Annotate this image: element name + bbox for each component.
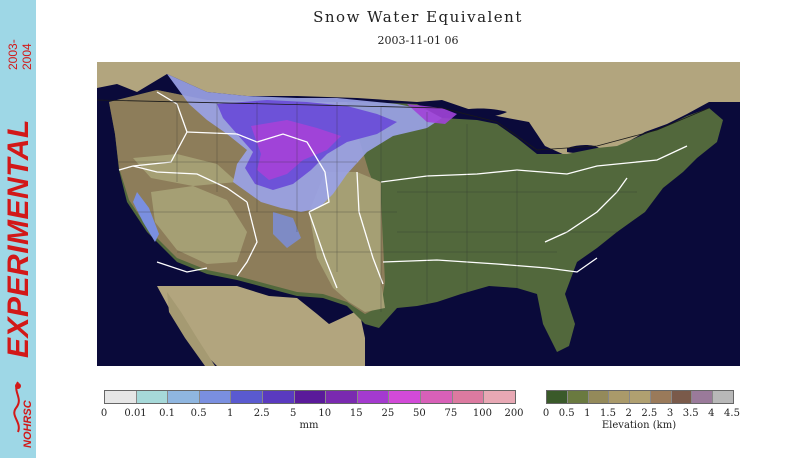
swe-legend-tick-label: 50: [413, 408, 426, 419]
elevation-legend-swatch: [567, 391, 589, 403]
swe-legend-swatch: [421, 391, 453, 403]
swe-legend-swatch: [199, 391, 232, 403]
elevation-legend-swatch: [650, 391, 672, 403]
swe-legend-swatch: [389, 391, 422, 403]
elevation-legend-tick-label: 4.5: [724, 408, 740, 419]
swe-legend-tick-label: 200: [504, 408, 524, 419]
elevation-legend-swatch: [547, 391, 568, 403]
elevation-legend-swatch: [692, 391, 714, 403]
elevation-legend-tick-label: 2.5: [641, 408, 658, 419]
baja-peninsula: [167, 292, 215, 366]
swe-legend-tick-label: 1: [226, 408, 234, 419]
swe-legend-swatch: [452, 391, 485, 403]
elevation-legend-swatch: [609, 391, 631, 403]
swe-legend-swatch: [484, 391, 515, 403]
swe-legend-tick-label: 0: [100, 408, 108, 419]
lake-huron: [515, 120, 543, 155]
elevation-legend-swatch: [713, 391, 734, 403]
swe-color-legend: [104, 390, 516, 404]
experimental-label: EXPERIMENTAL: [2, 119, 35, 358]
region-boundaries: [118, 91, 688, 289]
elevation-legend-tick-label: 1.5: [600, 408, 616, 419]
swe-legend-swatch: [105, 391, 137, 403]
elevation-legend-swatch: [630, 391, 651, 403]
elevation-legend-tick-label: 3.5: [682, 408, 699, 419]
elevation-legend-unit: Elevation (km): [601, 420, 677, 431]
canada-land: [97, 62, 740, 160]
snow-sierra: [133, 192, 159, 242]
elevation-legend-tick-label: 2: [625, 408, 632, 419]
elevation-legend-tick-label: 0.5: [558, 408, 575, 419]
elevation-legend-swatch: [588, 391, 610, 403]
swe-legend-tick-label: 10: [318, 408, 332, 419]
swe-legend-swatch: [263, 391, 295, 403]
swe-legend-swatch: [326, 391, 358, 403]
season-year-end: 2004: [20, 43, 34, 70]
great-plains: [309, 172, 385, 312]
snow-cover-heavy: [251, 120, 341, 180]
snow-water-map: [97, 62, 740, 366]
swe-legend-unit: mm: [299, 420, 319, 431]
swe-legend-tick-label: 0.5: [190, 408, 207, 419]
nohrsc-logo-text: NOHRSC: [22, 400, 34, 448]
swe-legend-tick-label: 100: [472, 408, 492, 419]
swe-legend-tick-label: 0.01: [124, 408, 147, 419]
swe-legend-tick-label: 15: [349, 408, 363, 419]
great-basin: [151, 186, 247, 264]
swe-legend-tick-label: 75: [444, 408, 458, 419]
elevation-legend-tick-label: 3: [666, 408, 674, 419]
experimental-banner: 2003- 2004 EXPERIMENTAL NOHRSC: [0, 0, 36, 458]
lake-superior: [442, 108, 507, 119]
swe-legend-tick-label: 0.1: [159, 408, 176, 419]
nohrsc-logo-icon: [13, 381, 21, 433]
elevation-legend-tick-label: 4: [708, 408, 715, 419]
international-border: [97, 99, 710, 151]
elevation-color-legend: [546, 390, 734, 404]
swe-legend-tick-label: 2.5: [253, 408, 270, 419]
snow-colorado: [273, 212, 301, 248]
map-title: Snow Water Equivalent: [313, 8, 523, 26]
elevation-legend-tick-label: 1: [584, 408, 591, 419]
elevation-legend-swatch: [671, 391, 693, 403]
swe-legend-swatch: [231, 391, 264, 403]
swe-legend-tick-label: 5: [290, 408, 297, 419]
swe-legend-swatch: [168, 391, 200, 403]
swe-legend-tick-label: 25: [381, 408, 395, 419]
swe-legend-swatch: [136, 391, 169, 403]
state-borders: [117, 102, 637, 312]
season-year-start: 2003-: [6, 39, 20, 70]
map-timestamp: 2003-11-01 06: [377, 34, 459, 47]
elevation-legend-tick-label: 0: [542, 408, 550, 419]
season-years: 2003- 2004: [6, 2, 36, 82]
swe-legend-swatch: [357, 391, 390, 403]
mexico-land: [157, 286, 365, 366]
swe-legend-swatch: [294, 391, 327, 403]
